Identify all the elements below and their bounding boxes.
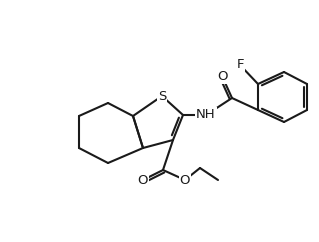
Text: O: O xyxy=(180,174,190,187)
Text: S: S xyxy=(158,90,166,103)
Text: O: O xyxy=(138,174,148,187)
Text: F: F xyxy=(236,59,244,71)
Text: O: O xyxy=(217,69,227,83)
Text: NH: NH xyxy=(196,108,216,121)
